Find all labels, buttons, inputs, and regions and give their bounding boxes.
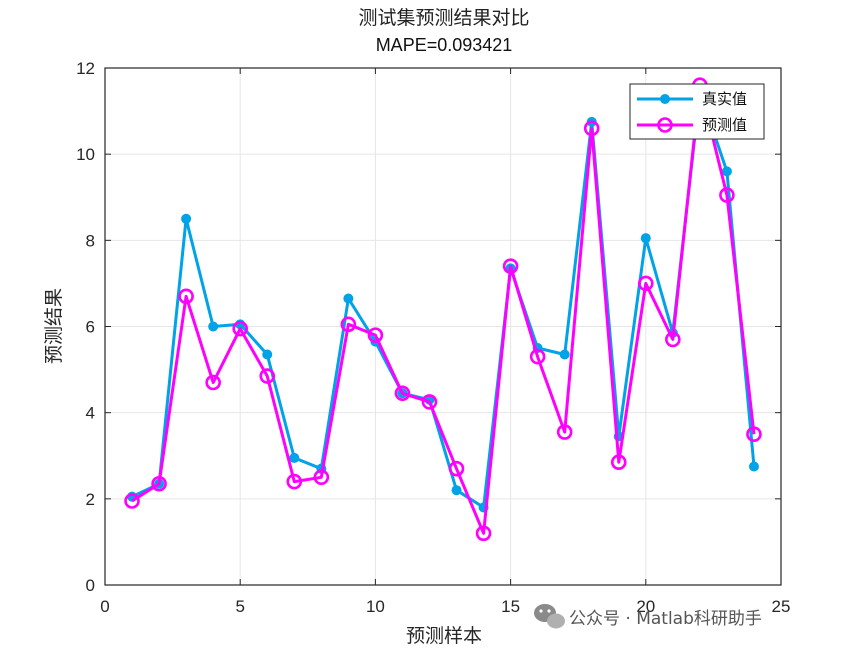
data-point-predicted xyxy=(719,187,735,203)
x-tick-label: 0 xyxy=(100,597,109,616)
x-tick-label: 15 xyxy=(501,597,520,616)
legend-entry-predicted: 预测值 xyxy=(637,116,747,134)
data-point-actual xyxy=(289,452,300,463)
legend-box xyxy=(629,83,765,140)
y-tick-label: 12 xyxy=(76,59,95,78)
chart-subtitle: MAPE=0.093421 xyxy=(376,35,513,55)
watermark-text: 公众号 · Matlab科研助手 xyxy=(569,609,762,629)
data-point-actual xyxy=(748,461,759,472)
data-point-predicted xyxy=(746,426,762,443)
y-tick-label: 8 xyxy=(86,231,95,250)
legend-label-actual: 真实值 xyxy=(702,90,747,108)
data-point-predicted xyxy=(583,120,600,137)
grid-lines xyxy=(105,68,781,585)
legend-marker-actual xyxy=(660,94,670,104)
y-tick-label: 2 xyxy=(86,490,95,509)
data-point-predicted xyxy=(475,525,492,542)
y-tick-label: 0 xyxy=(86,576,95,595)
data-point-actual xyxy=(181,213,192,224)
data-point-actual xyxy=(208,321,219,332)
wechat-icon xyxy=(534,604,565,629)
watermark: 公众号 · Matlab科研助手 xyxy=(534,604,762,629)
data-point-actual xyxy=(343,293,354,304)
data-point-predicted xyxy=(665,331,681,348)
data-point-predicted xyxy=(286,473,303,490)
y-tick-label: 4 xyxy=(86,404,95,423)
data-point-predicted xyxy=(556,424,573,440)
legend-label-predicted: 预测值 xyxy=(702,116,747,134)
data-point-predicted xyxy=(448,460,465,477)
y-tick-label: 10 xyxy=(76,145,95,164)
data-point-predicted xyxy=(367,327,384,343)
data-point-actual xyxy=(451,485,462,496)
data-point-predicted xyxy=(151,475,167,492)
y-tick-label: 6 xyxy=(86,318,95,337)
data-point-actual xyxy=(262,349,273,360)
data-point-predicted xyxy=(610,454,627,471)
legend-entry-actual: 真实值 xyxy=(637,90,747,108)
legend-marker-predicted xyxy=(657,117,673,133)
data-point-actual xyxy=(721,166,732,177)
chart-title: 测试集预测结果对比 xyxy=(358,7,529,29)
data-point-predicted xyxy=(232,320,248,337)
data-point-predicted xyxy=(313,469,330,486)
data-point-predicted xyxy=(637,275,654,292)
x-tick-label: 20 xyxy=(636,597,655,616)
legend: 真实值 预测值 xyxy=(629,83,765,140)
data-point-predicted xyxy=(124,493,140,509)
x-tick-label: 5 xyxy=(235,597,244,616)
data-point-predicted xyxy=(205,374,221,391)
data-point-actual xyxy=(559,349,570,360)
x-tick-label: 25 xyxy=(772,597,791,616)
series-line-predicted xyxy=(131,83,756,535)
y-axis-label: 预测结果 xyxy=(43,288,65,364)
data-point-predicted xyxy=(259,368,276,384)
data-point-actual xyxy=(640,233,651,244)
x-tick-label: 10 xyxy=(366,597,385,616)
data-point-predicted xyxy=(394,385,411,402)
data-point-predicted xyxy=(178,288,194,305)
series-layer xyxy=(124,77,762,542)
axis-ticks: 0 5 10 15 20 25 0 2 4 6 8 10 12 xyxy=(76,59,790,616)
series-predicted xyxy=(124,77,762,542)
data-point-predicted xyxy=(340,316,357,333)
data-point-predicted xyxy=(502,258,519,274)
data-point-predicted xyxy=(529,348,546,365)
x-axis-label: 预测样本 xyxy=(406,625,482,647)
data-point-predicted xyxy=(421,394,438,410)
